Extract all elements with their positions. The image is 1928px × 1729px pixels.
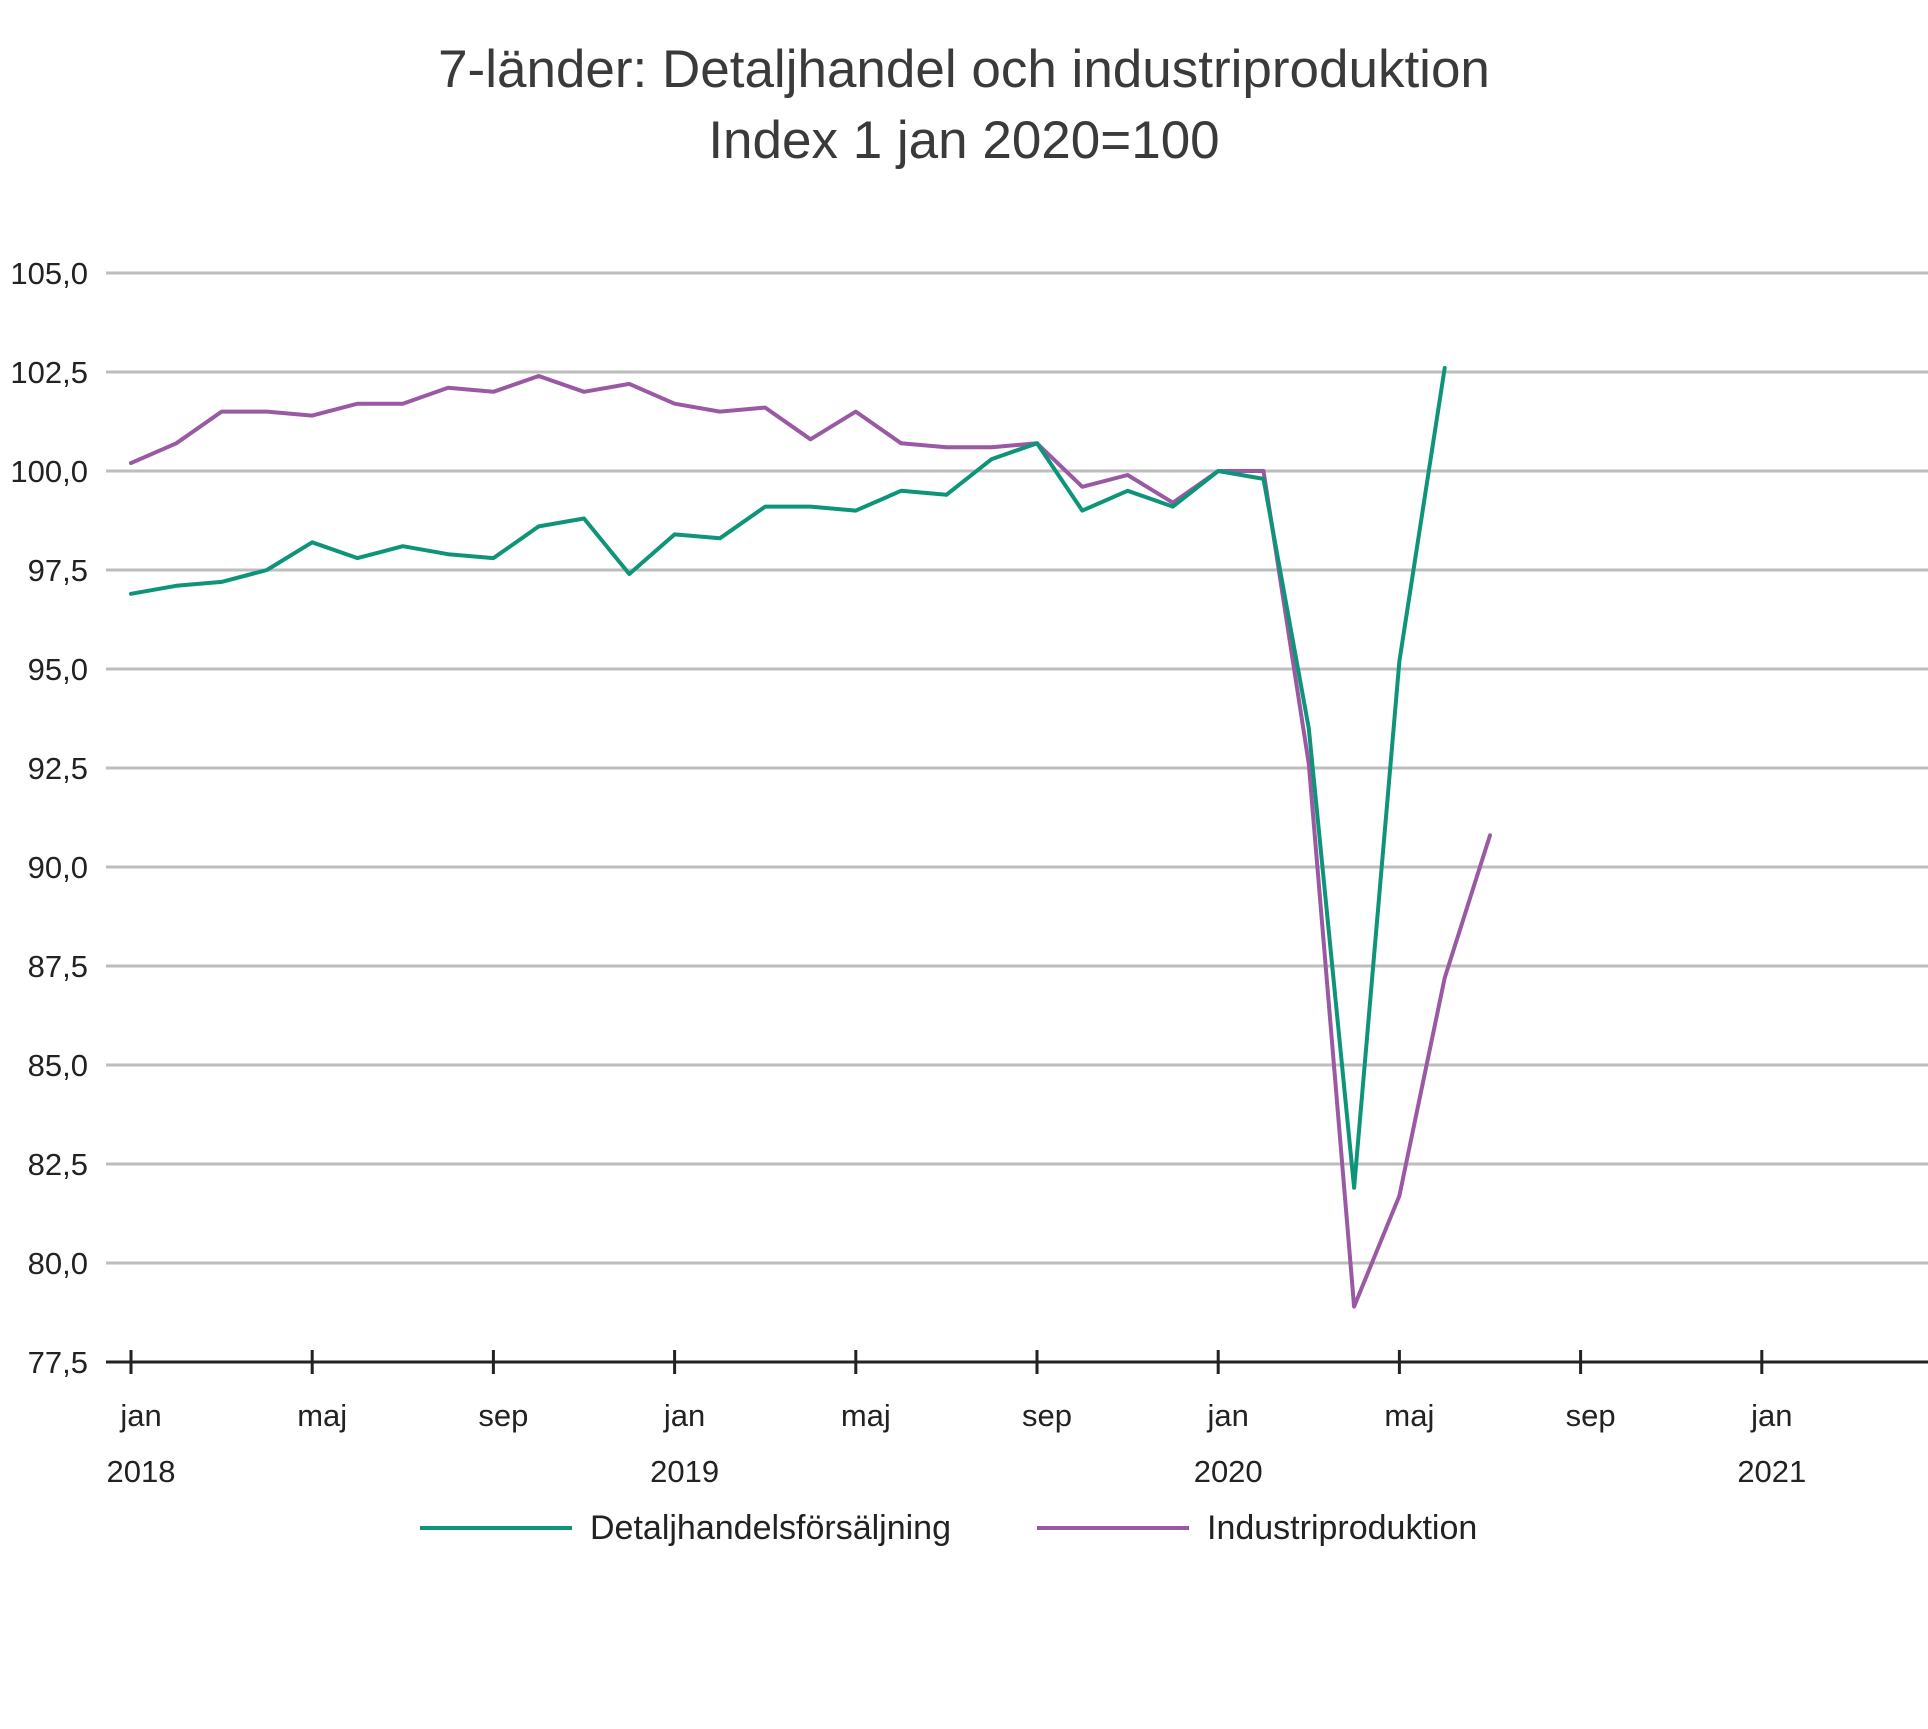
x-tick-label: maj bbox=[841, 1398, 891, 1433]
chart-title: 7-länder: Detaljhandel och industriprodu… bbox=[438, 40, 1490, 99]
y-tick-label: 87,5 bbox=[28, 949, 88, 984]
legend: Detaljhandelsförsäljning Industriprodukti… bbox=[420, 1509, 1477, 1547]
series-line-industriproduktion bbox=[129, 374, 1492, 1309]
x-tick-label: jan bbox=[119, 1398, 161, 1433]
x-tick-label: sep bbox=[1022, 1398, 1072, 1433]
x-axis: jan 2018 maj sep jan 2019 maj sep jan 2020 maj sep j… bbox=[106, 1350, 1928, 1489]
y-tick-label: 100,0 bbox=[10, 454, 88, 489]
y-tick-label: 102,5 bbox=[10, 355, 88, 390]
x-tick-year-label: 2018 bbox=[107, 1454, 176, 1489]
x-tick-label: maj bbox=[297, 1398, 347, 1433]
legend-label: Industriproduktion bbox=[1207, 1509, 1477, 1547]
x-tick-label: sep bbox=[478, 1398, 528, 1433]
y-tick-label: 97,5 bbox=[28, 553, 88, 588]
x-tick-year-label: 2019 bbox=[650, 1454, 719, 1489]
y-tick-label: 92,5 bbox=[28, 751, 88, 786]
legend-label: Detaljhandelsförsäljning bbox=[590, 1509, 951, 1547]
x-tick-label: jan bbox=[1207, 1398, 1249, 1433]
y-tick-label: 95,0 bbox=[28, 652, 88, 687]
x-tick-label: jan bbox=[1750, 1398, 1792, 1433]
gridlines bbox=[106, 271, 1928, 1265]
x-tick-label: sep bbox=[1566, 1398, 1616, 1433]
chart-subtitle: Index 1 jan 2020=100 bbox=[708, 111, 1219, 170]
y-tick-label: 82,5 bbox=[28, 1147, 88, 1182]
x-tick-year-label: 2021 bbox=[1737, 1454, 1806, 1489]
x-tick-label: maj bbox=[1384, 1398, 1434, 1433]
x-tick-year-label: 2020 bbox=[1194, 1454, 1263, 1489]
x-tick-label: jan bbox=[663, 1398, 705, 1433]
series-line-detaljhandel bbox=[129, 366, 1447, 1190]
y-tick-label: 105,0 bbox=[10, 256, 88, 291]
series-lines bbox=[129, 366, 1492, 1309]
y-tick-label: 80,0 bbox=[28, 1246, 88, 1281]
y-tick-label: 85,0 bbox=[28, 1048, 88, 1083]
y-axis-tick-labels: 105,0 102,5 100,0 97,5 95,0 92,5 90,0 87,5 85,0 8… bbox=[10, 256, 88, 1380]
y-tick-label: 90,0 bbox=[28, 850, 88, 885]
y-tick-label: 77,5 bbox=[28, 1345, 88, 1380]
